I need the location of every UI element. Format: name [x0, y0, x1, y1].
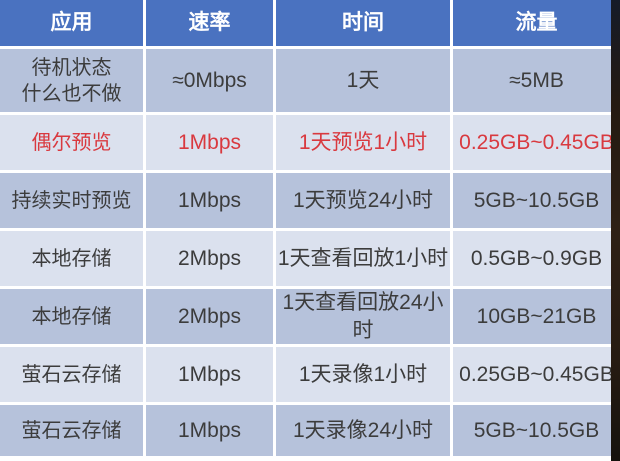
cell-application: 本地存储	[0, 289, 143, 344]
cell-application: 萤石云存储	[0, 347, 143, 402]
cell-time: 1天查看回放24小时	[276, 289, 450, 344]
cell-time: 1天	[276, 49, 450, 112]
cell-time: 1天预览24小时	[276, 173, 450, 228]
column-header-time: 时间	[276, 0, 450, 46]
cell-time: 1天录像24小时	[276, 405, 450, 456]
cell-speed: 2Mbps	[146, 231, 273, 286]
cell-application: 萤石云存储	[0, 405, 143, 456]
cell-time: 1天录像1小时	[276, 347, 450, 402]
cell-data-usage: ≈5MB	[453, 49, 620, 112]
cell-data-usage: 0.25GB~0.45GB	[453, 115, 620, 170]
cell-speed: ≈0Mbps	[146, 49, 273, 112]
cell-application: 偶尔预览	[0, 115, 143, 170]
cell-data-usage: 0.5GB~0.9GB	[453, 231, 620, 286]
cell-speed: 1Mbps	[146, 173, 273, 228]
cell-data-usage: 10GB~21GB	[453, 289, 620, 344]
column-header-speed: 速率	[146, 0, 273, 46]
cell-speed: 1Mbps	[146, 115, 273, 170]
column-header-application: 应用	[0, 0, 143, 46]
cell-time: 1天查看回放1小时	[276, 231, 450, 286]
cell-data-usage: 5GB~10.5GB	[453, 173, 620, 228]
column-header-data-usage: 流量	[453, 0, 620, 46]
cell-application: 待机状态 什么也不做	[0, 49, 143, 112]
cell-application: 持续实时预览	[0, 173, 143, 228]
cell-time: 1天预览1小时	[276, 115, 450, 170]
cell-data-usage: 0.25GB~0.45GB	[453, 347, 620, 402]
cell-speed: 1Mbps	[146, 347, 273, 402]
cell-data-usage: 5GB~10.5GB	[453, 405, 620, 456]
cell-speed: 2Mbps	[146, 289, 273, 344]
cell-speed: 1Mbps	[146, 405, 273, 456]
cell-application: 本地存储	[0, 231, 143, 286]
